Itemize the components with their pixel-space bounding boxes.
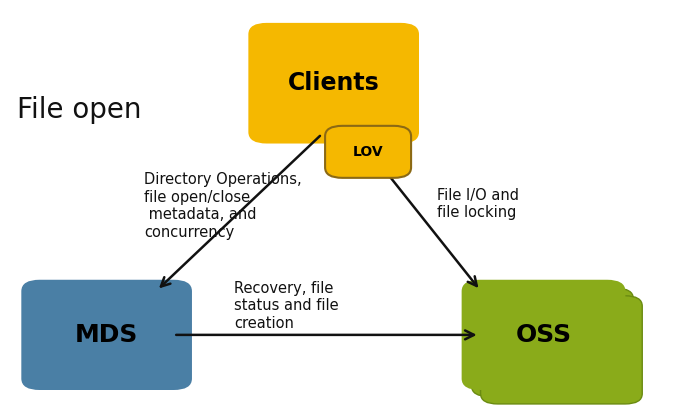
FancyBboxPatch shape <box>480 296 643 404</box>
FancyBboxPatch shape <box>325 126 411 178</box>
Text: Recovery, file
status and file
creation: Recovery, file status and file creation <box>234 281 338 331</box>
Text: OSS: OSS <box>515 323 572 347</box>
FancyBboxPatch shape <box>249 24 418 142</box>
FancyBboxPatch shape <box>462 281 625 389</box>
FancyBboxPatch shape <box>472 288 633 396</box>
Text: LOV: LOV <box>353 145 383 159</box>
Text: File open: File open <box>17 96 142 124</box>
Text: Clients: Clients <box>288 71 380 95</box>
Text: MDS: MDS <box>75 323 138 347</box>
Text: Directory Operations,
file open/close
 metadata, and
concurrency: Directory Operations, file open/close me… <box>144 172 302 240</box>
Text: File I/O and
file locking: File I/O and file locking <box>437 188 519 220</box>
FancyBboxPatch shape <box>22 281 191 389</box>
